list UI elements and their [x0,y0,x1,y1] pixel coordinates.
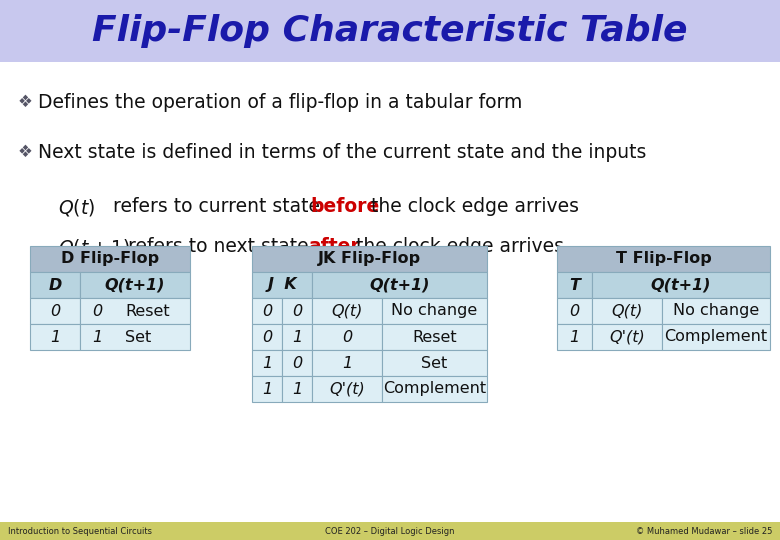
FancyBboxPatch shape [30,298,80,324]
FancyBboxPatch shape [80,324,190,350]
FancyBboxPatch shape [252,376,282,402]
Text: Q(t): Q(t) [612,303,643,319]
Text: No change: No change [392,303,477,319]
Text: Set: Set [421,355,448,370]
FancyBboxPatch shape [312,298,382,324]
FancyBboxPatch shape [0,522,780,540]
Text: Next state is defined in terms of the current state and the inputs: Next state is defined in terms of the cu… [38,143,647,161]
FancyBboxPatch shape [282,298,312,324]
FancyBboxPatch shape [282,324,312,350]
Text: the clock edge arrives: the clock edge arrives [350,238,564,256]
Text: 1: 1 [342,355,352,370]
Text: 1: 1 [92,329,102,345]
FancyBboxPatch shape [382,376,487,402]
FancyBboxPatch shape [282,350,312,376]
Text: after: after [308,238,360,256]
Text: 0: 0 [292,355,302,370]
Text: 1: 1 [569,329,580,345]
Text: 0: 0 [262,329,272,345]
Text: Q(t+1): Q(t+1) [105,278,165,293]
FancyBboxPatch shape [557,298,592,324]
FancyBboxPatch shape [557,324,592,350]
FancyBboxPatch shape [312,376,382,402]
FancyBboxPatch shape [0,0,780,62]
Text: the clock edge arrives: the clock edge arrives [365,198,579,217]
FancyBboxPatch shape [662,298,770,324]
FancyBboxPatch shape [30,272,80,298]
Text: refers to next state: refers to next state [122,238,314,256]
Text: T: T [569,278,580,293]
Text: Reset: Reset [125,303,169,319]
Text: Q(t+1): Q(t+1) [651,278,711,293]
FancyBboxPatch shape [312,272,487,298]
FancyBboxPatch shape [0,62,780,522]
Text: Complement: Complement [383,381,486,396]
FancyBboxPatch shape [557,272,592,298]
Text: 1: 1 [292,381,302,396]
FancyBboxPatch shape [252,324,282,350]
Text: 1: 1 [262,355,272,370]
FancyBboxPatch shape [312,324,382,350]
Text: ❖: ❖ [18,143,33,161]
Text: Introduction to Sequential Circuits: Introduction to Sequential Circuits [8,526,152,536]
Text: © Muhamed Mudawar – slide 25: © Muhamed Mudawar – slide 25 [636,526,772,536]
FancyBboxPatch shape [592,298,662,324]
Text: COE 202 – Digital Logic Design: COE 202 – Digital Logic Design [325,526,455,536]
Text: 1: 1 [50,329,60,345]
Text: ❖: ❖ [18,93,33,111]
Text: 0: 0 [92,303,102,319]
Text: before: before [310,198,379,217]
FancyBboxPatch shape [557,246,770,272]
Text: 0: 0 [569,303,580,319]
Text: 1: 1 [262,381,272,396]
Text: refers to current state: refers to current state [107,198,326,217]
FancyBboxPatch shape [252,298,282,324]
FancyBboxPatch shape [30,324,80,350]
FancyBboxPatch shape [382,350,487,376]
Text: Set: Set [125,329,151,345]
Text: 0: 0 [292,303,302,319]
Text: JK Flip-Flop: JK Flip-Flop [318,252,421,267]
FancyBboxPatch shape [592,272,770,298]
Text: Flip-Flop Characteristic Table: Flip-Flop Characteristic Table [92,14,688,48]
Text: Complement: Complement [665,329,768,345]
FancyBboxPatch shape [80,272,190,298]
Text: J  K: J K [268,278,297,293]
Text: Defines the operation of a flip-flop in a tabular form: Defines the operation of a flip-flop in … [38,92,523,111]
Text: 1: 1 [292,329,302,345]
Text: Q(t+1): Q(t+1) [369,278,430,293]
Text: Q(t): Q(t) [332,303,363,319]
FancyBboxPatch shape [80,298,190,324]
Text: Reset: Reset [412,329,457,345]
Text: 0: 0 [342,329,352,345]
Text: T Flip-Flop: T Flip-Flop [615,252,711,267]
Text: 0: 0 [50,303,60,319]
Text: D: D [48,278,62,293]
FancyBboxPatch shape [382,324,487,350]
FancyBboxPatch shape [252,272,312,298]
Text: No change: No change [673,303,759,319]
Text: Q'(t): Q'(t) [329,381,365,396]
Text: D Flip-Flop: D Flip-Flop [61,252,159,267]
Text: $Q(t+1)$: $Q(t+1)$ [58,237,130,258]
FancyBboxPatch shape [282,376,312,402]
FancyBboxPatch shape [382,298,487,324]
FancyBboxPatch shape [252,246,487,272]
Text: $Q(t)$: $Q(t)$ [58,197,95,218]
FancyBboxPatch shape [30,246,190,272]
Text: Q'(t): Q'(t) [609,329,645,345]
FancyBboxPatch shape [662,324,770,350]
Text: 0: 0 [262,303,272,319]
FancyBboxPatch shape [252,350,282,376]
FancyBboxPatch shape [312,350,382,376]
FancyBboxPatch shape [592,324,662,350]
